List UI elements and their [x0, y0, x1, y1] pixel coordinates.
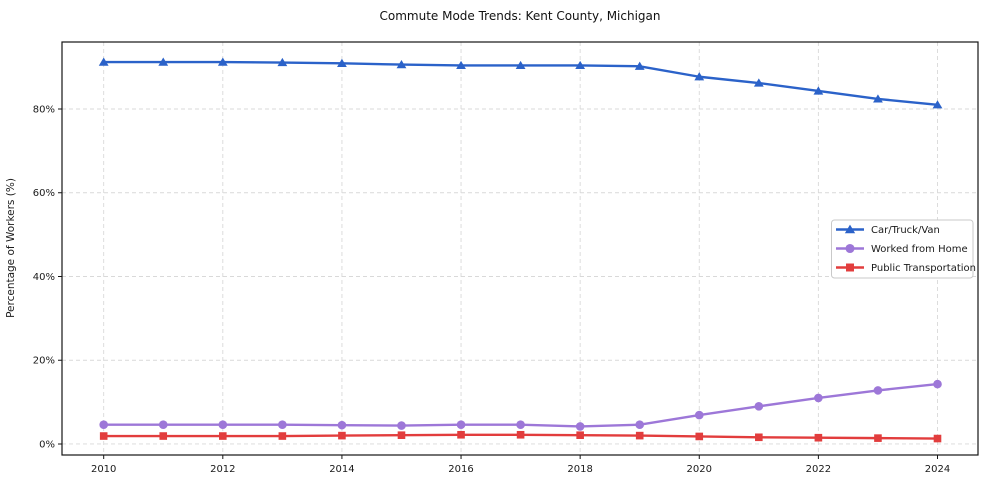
marker-car-truck-van [456, 60, 466, 70]
marker-public-transportation [635, 431, 644, 440]
marker-worked-from-home [99, 420, 108, 430]
legend-label: Worked from Home [871, 244, 968, 255]
legend-marker [846, 263, 854, 272]
x-tick-label: 2020 [687, 464, 712, 475]
marker-public-transportation [338, 431, 346, 440]
marker-worked-from-home [456, 420, 466, 430]
marker-public-transportation [695, 432, 704, 441]
marker-worked-from-home [158, 420, 168, 430]
marker-worked-from-home [873, 386, 883, 395]
marker-public-transportation [159, 432, 168, 440]
marker-worked-from-home [278, 420, 287, 430]
marker-car-truck-van [337, 58, 347, 67]
marker-public-transportation [576, 431, 584, 439]
marker-car-truck-van [396, 60, 407, 69]
marker-public-transportation [755, 433, 763, 442]
marker-car-truck-van [694, 72, 705, 81]
marker-public-transportation [99, 432, 108, 440]
marker-public-transportation [278, 432, 287, 440]
y-axis-label: Percentage of Workers (%) [5, 178, 17, 318]
marker-car-truck-van [753, 78, 764, 87]
legend-marker [844, 224, 856, 234]
legend-marker [845, 243, 855, 254]
marker-worked-from-home [754, 402, 764, 411]
legend-box [831, 219, 974, 279]
y-tick-label: 20% [33, 356, 55, 367]
y-tick-label: 40% [33, 272, 55, 283]
marker-public-transportation [457, 430, 465, 439]
marker-car-truck-van [634, 61, 645, 70]
x-tick-label: 2018 [567, 464, 592, 475]
marker-worked-from-home [218, 420, 228, 430]
x-tick-label: 2010 [91, 464, 116, 475]
marker-car-truck-van [515, 60, 526, 70]
axis-layer: 0% 20% 40% 60% 80% 2010 2012 2014 2016 2018 2020 20… [33, 41, 979, 475]
y-tick-label: 60% [33, 188, 55, 199]
marker-worked-from-home [694, 410, 704, 420]
x-tick-label: 2022 [806, 464, 831, 475]
marker-car-truck-van [575, 60, 586, 70]
marker-car-truck-van [98, 57, 109, 66]
marker-car-truck-van [217, 57, 228, 66]
legend-label: Car/Truck/Van [871, 225, 940, 236]
x-tick-label: 2016 [448, 464, 473, 475]
x-tick-label: 2024 [925, 464, 950, 475]
marker-public-transportation [933, 434, 942, 443]
marker-worked-from-home [933, 379, 942, 389]
marker-worked-from-home [337, 420, 347, 430]
legend: Car/Truck/Van Worked from Home Public Tran… [831, 219, 976, 279]
chart-title: Commute Mode Trends: Kent County, Michig… [379, 9, 661, 23]
marker-public-transportation [516, 430, 525, 439]
marker-public-transportation [397, 431, 406, 439]
marker-worked-from-home [814, 393, 823, 403]
series-layer [98, 57, 943, 443]
y-tick-label: 80% [33, 104, 55, 115]
legend-label: Public Transportation [871, 263, 976, 274]
plot-border [61, 41, 979, 456]
marker-car-truck-van [932, 100, 943, 109]
marker-worked-from-home [516, 420, 525, 430]
marker-car-truck-van [813, 86, 824, 95]
x-tick-label: 2012 [210, 464, 235, 475]
x-tick-label: 2014 [329, 464, 354, 475]
marker-car-truck-van [158, 57, 169, 66]
marker-worked-from-home [575, 422, 585, 431]
series-line-worked-from-home [102, 382, 939, 428]
marker-car-truck-van [873, 94, 883, 103]
marker-public-transportation [874, 434, 882, 442]
marker-worked-from-home [397, 421, 406, 430]
marker-car-truck-van [277, 57, 288, 67]
y-tick-label: 0% [39, 439, 55, 450]
marker-public-transportation [814, 433, 823, 442]
marker-worked-from-home [635, 420, 645, 430]
marker-public-transportation [219, 432, 227, 440]
